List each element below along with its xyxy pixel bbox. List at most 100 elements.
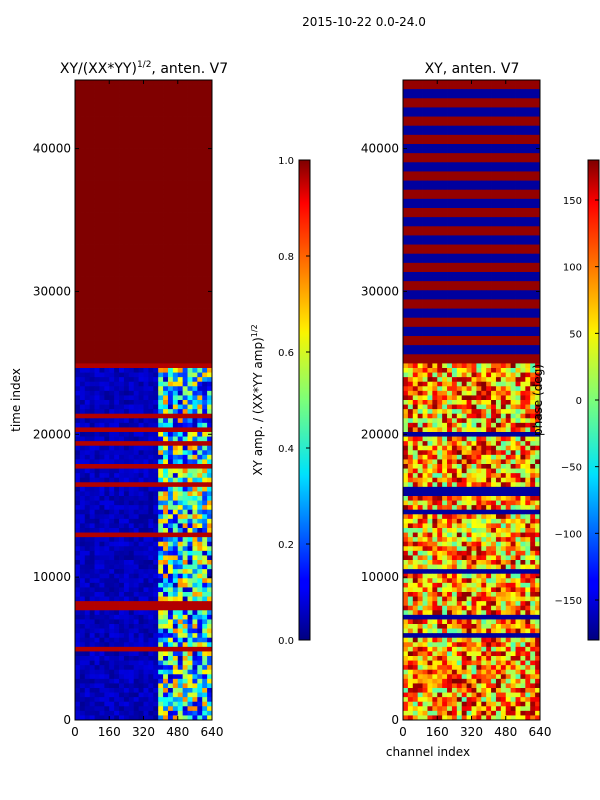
heatmap-cell (491, 203, 497, 209)
heatmap-cell (148, 368, 154, 373)
heatmap-cell (207, 715, 213, 721)
heatmap-cell (128, 660, 135, 666)
heatmap-cell (123, 482, 130, 488)
heatmap-cell (197, 304, 203, 309)
heatmap-cell (153, 363, 159, 369)
heatmap-cell (461, 130, 468, 136)
heatmap-cell (84, 326, 91, 332)
heatmap-cell (94, 390, 100, 396)
heatmap-cell (119, 221, 125, 227)
heatmap-cell (481, 134, 487, 140)
heatmap-cell (471, 171, 477, 177)
heatmap-cell (197, 518, 203, 524)
heatmap-cell (123, 203, 130, 209)
heatmap-cell (461, 244, 468, 250)
heatmap-cell (148, 651, 154, 657)
heatmap-cell (456, 80, 463, 85)
heatmap-cell (89, 486, 95, 492)
heatmap-cell (505, 194, 512, 200)
heatmap-cell (192, 121, 198, 127)
heatmap-cell (437, 139, 443, 145)
heatmap-cell (128, 253, 135, 259)
heatmap-cell (172, 532, 179, 538)
heatmap-cell (114, 674, 120, 680)
heatmap-cell (123, 432, 130, 437)
heatmap-cell (207, 656, 213, 661)
heatmap-cell (451, 89, 458, 95)
heatmap-cell (89, 390, 95, 396)
heatmap-cell (143, 340, 149, 346)
heatmap-cell (148, 244, 154, 250)
heatmap-cell (75, 368, 81, 373)
heatmap-cell (128, 235, 135, 241)
heatmap-cell (427, 240, 433, 245)
heatmap-cell (182, 473, 188, 479)
heatmap-cell (202, 482, 208, 488)
heatmap-cell (451, 194, 458, 200)
heatmap-cell (530, 198, 536, 204)
heatmap-cell (123, 610, 130, 616)
heatmap-cell (197, 637, 203, 643)
heatmap-cell (148, 528, 154, 533)
heatmap-cell (471, 107, 477, 113)
heatmap-cell (123, 281, 130, 287)
heatmap-cell (133, 253, 140, 259)
heatmap-cell (153, 322, 159, 328)
heatmap-cell (481, 112, 487, 117)
heatmap-cell (84, 285, 91, 291)
heatmap-cell (99, 299, 105, 305)
heatmap-cell (119, 637, 125, 643)
heatmap-cell (207, 491, 213, 497)
heatmap-cell (84, 642, 91, 648)
heatmap-cell (158, 244, 164, 250)
heatmap-cell (114, 468, 120, 474)
heatmap-cell (119, 281, 125, 287)
heatmap-cell (138, 130, 144, 136)
colorbar-tick-label: 0.8 (278, 252, 294, 263)
heatmap-cell (172, 633, 179, 639)
heatmap-cell (114, 363, 120, 369)
heatmap-cell (143, 578, 149, 584)
heatmap-cell (456, 144, 463, 149)
heatmap-cell (153, 395, 159, 401)
heatmap-cell (481, 203, 487, 209)
heatmap-cell (525, 157, 531, 163)
heatmap-cell (114, 624, 120, 629)
heatmap-cell (143, 459, 149, 465)
heatmap-cell (138, 400, 144, 405)
heatmap-cell (138, 683, 144, 689)
y-tick-label: 40000 (33, 142, 71, 156)
heatmap-cell (177, 656, 184, 661)
heatmap-cell (491, 125, 497, 131)
heatmap-cell (104, 582, 110, 588)
heatmap-cell (148, 701, 154, 707)
heatmap-cell (143, 144, 149, 149)
heatmap-cell (442, 148, 448, 154)
heatmap-cell (525, 98, 531, 104)
heatmap-cell (84, 651, 91, 657)
heatmap-cell (153, 633, 159, 639)
heatmap-cell (143, 614, 149, 620)
heatmap-cell (138, 473, 144, 479)
heatmap-cell (172, 614, 179, 620)
heatmap-cell (427, 93, 433, 99)
heatmap-cell (461, 112, 468, 117)
heatmap-cell (177, 226, 184, 232)
heatmap-cell (119, 134, 125, 140)
heatmap-cell (466, 180, 472, 186)
heatmap-cell (109, 715, 115, 721)
heatmap-cell (202, 624, 208, 629)
heatmap-cell (167, 249, 174, 255)
heatmap-cell (172, 203, 179, 209)
heatmap-cell (182, 217, 188, 223)
heatmap-cell (172, 587, 179, 593)
heatmap-cell (486, 240, 492, 245)
heatmap-cell (84, 390, 91, 396)
heatmap-cell (182, 422, 188, 428)
heatmap-cell (476, 98, 482, 104)
heatmap-cell (192, 610, 198, 616)
heatmap-cell (75, 610, 81, 616)
heatmap-cell (187, 80, 193, 85)
heatmap-cell (153, 464, 159, 469)
heatmap-cell (158, 441, 164, 447)
